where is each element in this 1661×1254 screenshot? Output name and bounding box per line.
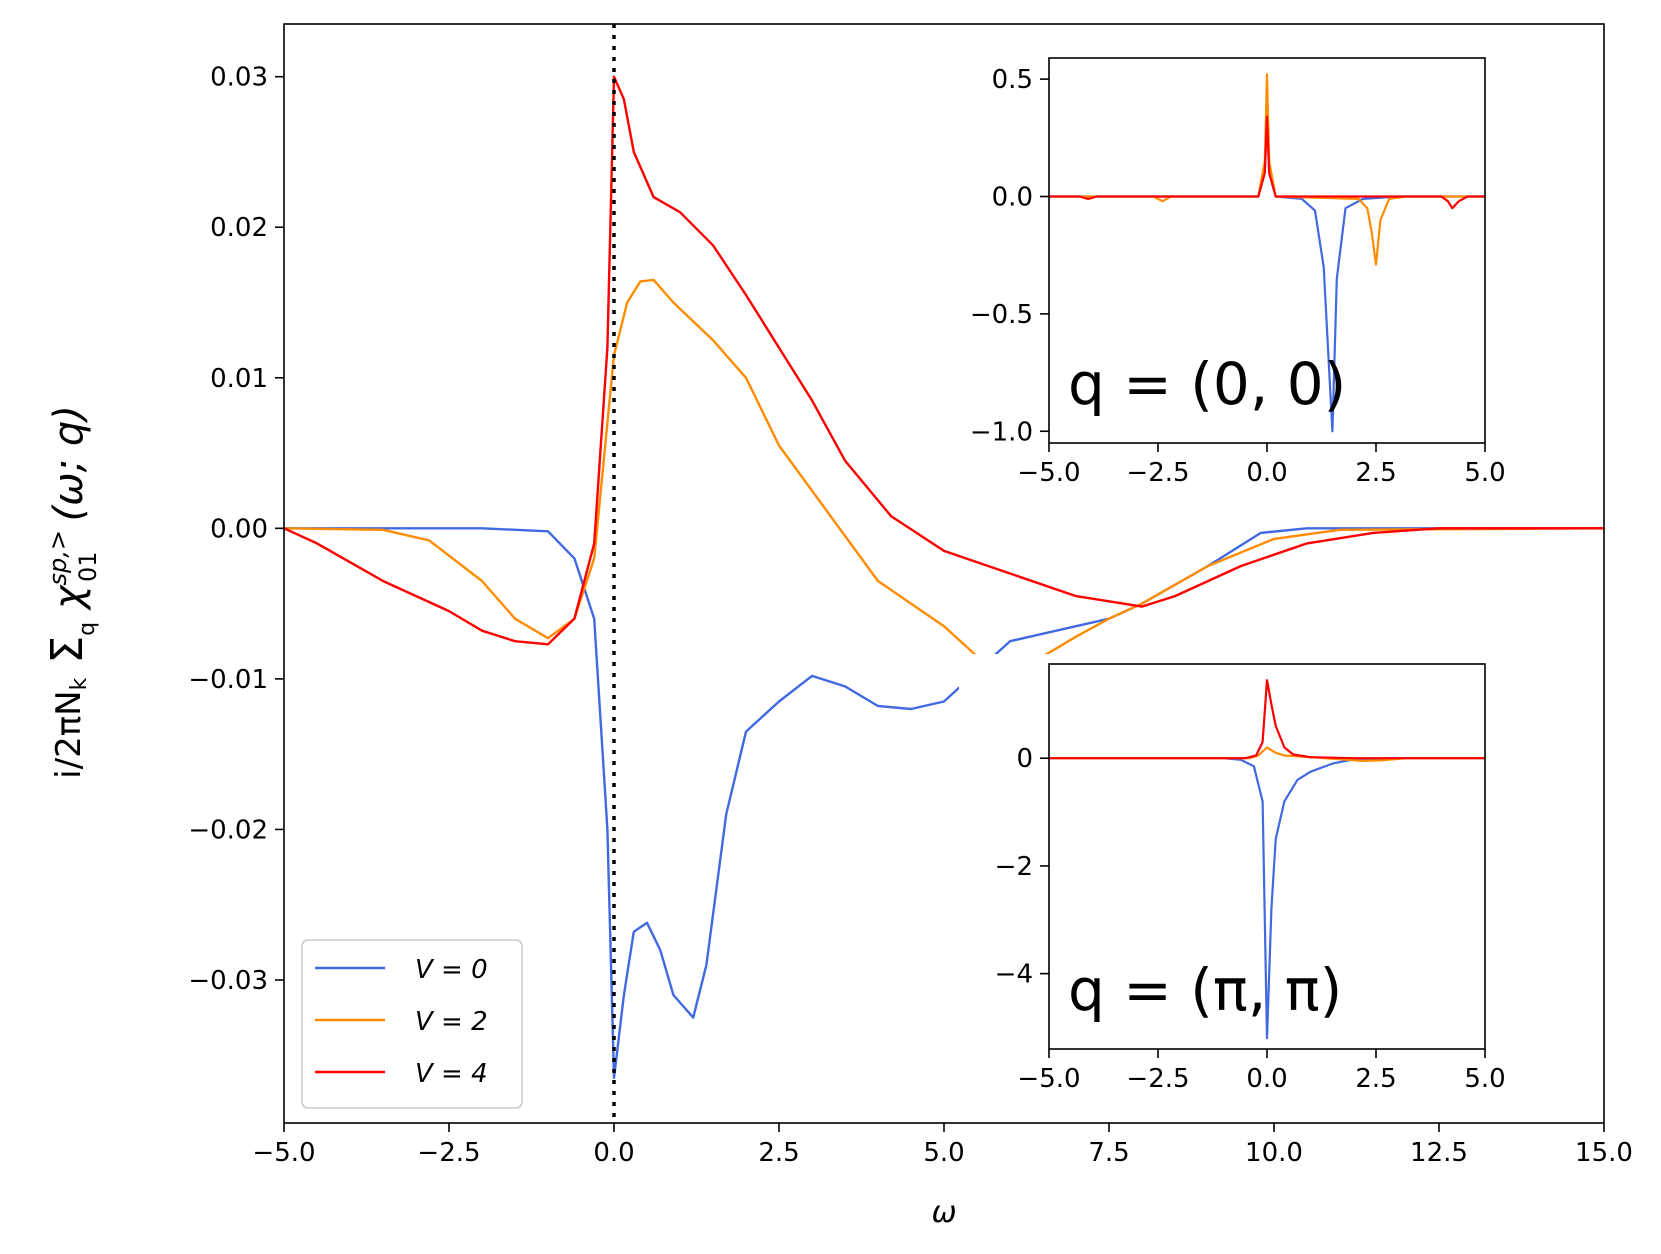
- inset-bottom-y-ticks: −4 −2 0: [995, 744, 1049, 990]
- legend-entry-v0: V = 0: [415, 955, 488, 985]
- inset-bottom-q-label: q = (π, π): [1068, 956, 1342, 1024]
- main-series-group: [282, 75, 1606, 1079]
- main-y-tick-label: 0.00: [210, 514, 268, 544]
- inset-bottom-x-tick-label: 0.0: [1246, 1064, 1287, 1094]
- main-y-tick-label: 0.03: [210, 63, 268, 93]
- main-plot-area: −5.0 −2.5 0.0 2.5 5.0 7.5 10.0 12.5 15.0 −0.03−0…: [42, 23, 1633, 1230]
- inset-bottom-series-line-v4: [1049, 679, 1485, 760]
- inset-top-x-tick-label: −2.5: [1126, 458, 1189, 488]
- inset-bottom-x-tick-label: 5.0: [1464, 1064, 1505, 1094]
- inset-bottom-plot: −5.0 −2.5 0.0 2.5 5.0 −4 −2 0 q = (π, π): [959, 654, 1515, 1114]
- inset-top-series-group: [1049, 73, 1485, 433]
- inset-top-y-ticks: −1.0 −0.5 0.0 0.5: [970, 65, 1049, 447]
- inset-top-background: [959, 48, 1515, 508]
- svg-text:i/2πNk Σq χsp,>01(ω; q): i/2πNk Σq χsp,>01(ω; q): [42, 405, 102, 779]
- main-series-line-v4: [282, 75, 1606, 646]
- inset-top-series-line-v4: [1049, 115, 1485, 210]
- inset-top-x-ticks: −5.0 −2.5 0.0 2.5 5.0: [1017, 443, 1506, 488]
- inset-top-x-tick-label: 0.0: [1246, 458, 1287, 488]
- inset-bottom-background: [959, 654, 1515, 1114]
- inset-top-y-tick-label: 0.0: [992, 183, 1033, 213]
- main-series-line-v2: [282, 278, 1606, 670]
- main-x-tick-label: 0.0: [593, 1138, 634, 1168]
- inset-top-q-label: q = (0, 0): [1068, 350, 1346, 418]
- inset-bottom-y-tick-label: −4: [995, 960, 1033, 990]
- inset-bottom-series-group: [1049, 679, 1485, 1040]
- main-x-tick-label: 5.0: [923, 1138, 964, 1168]
- main-x-ticks: −5.0 −2.5 0.0 2.5 5.0 7.5 10.0 12.5 15.0: [252, 1123, 1633, 1168]
- legend-entry-v2: V = 2: [415, 1007, 488, 1037]
- legend: V = 0 V = 2 V = 4: [301, 939, 523, 1109]
- main-x-tick-label: −2.5: [417, 1138, 480, 1168]
- main-y-axis-label: i/2πNk Σq χsp,>01(ω; q): [42, 405, 102, 779]
- legend-entry-v4: V = 4: [415, 1059, 488, 1089]
- main-x-tick-label: 2.5: [758, 1138, 799, 1168]
- inset-bottom-x-ticks: −5.0 −2.5 0.0 2.5 5.0: [1017, 1049, 1506, 1094]
- inset-bottom-y-tick-label: −2: [995, 852, 1033, 882]
- inset-top-x-tick-label: 2.5: [1355, 458, 1396, 488]
- inset-top-y-tick-label: −0.5: [970, 300, 1033, 330]
- inset-top-y-tick-label: 0.5: [992, 65, 1033, 95]
- main-x-tick-label: 7.5: [1088, 1138, 1129, 1168]
- inset-bottom-y-tick-label: 0: [1016, 744, 1033, 774]
- main-y-ticks: −0.03 −0.02 −0.01 0.00 0.01 0.02 0.03: [188, 63, 284, 996]
- main-x-tick-label: −5.0: [252, 1138, 315, 1168]
- inset-bottom-x-tick-label: −5.0: [1017, 1064, 1080, 1094]
- main-y-tick-label: −0.03: [188, 966, 268, 996]
- inset-bottom-x-tick-label: 2.5: [1355, 1064, 1396, 1094]
- main-y-tick-label: −0.02: [188, 815, 268, 845]
- inset-top-x-tick-label: 5.0: [1464, 458, 1505, 488]
- legend-frame: [301, 939, 523, 1109]
- main-y-tick-label: 0.01: [210, 364, 268, 394]
- inset-top-x-tick-label: −5.0: [1017, 458, 1080, 488]
- inset-bottom-x-tick-label: −2.5: [1126, 1064, 1189, 1094]
- main-y-tick-label: −0.01: [188, 665, 268, 695]
- main-x-tick-label: 15.0: [1575, 1138, 1633, 1168]
- main-x-axis-label: ω: [931, 1195, 956, 1230]
- main-x-tick-label: 12.5: [1410, 1138, 1468, 1168]
- main-x-tick-label: 10.0: [1245, 1138, 1303, 1168]
- inset-top-plot: −5.0 −2.5 0.0 2.5 5.0 −1.0 −0.5 0.0 0.5 q = (0,…: [959, 48, 1515, 508]
- main-y-tick-label: 0.02: [210, 213, 268, 243]
- inset-top-y-tick-label: −1.0: [970, 417, 1033, 447]
